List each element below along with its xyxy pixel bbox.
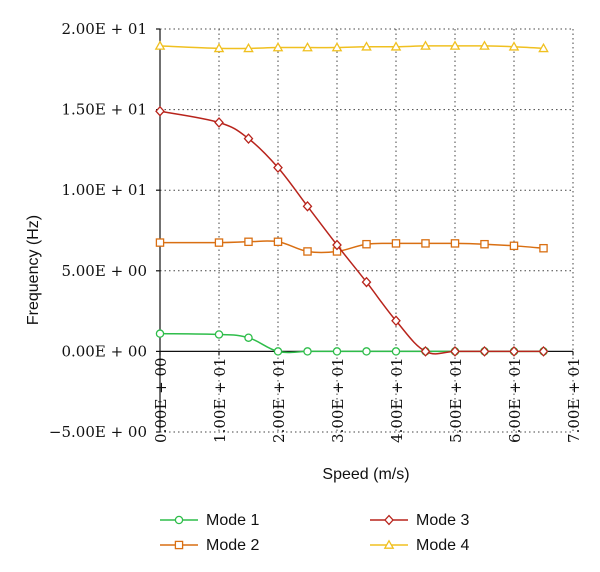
y-tick-label: 2.00E + 01 bbox=[61, 20, 147, 38]
data-point bbox=[303, 347, 312, 356]
legend-marker bbox=[174, 515, 184, 525]
data-point bbox=[421, 239, 430, 248]
y-tick-label: 5.00E + 00 bbox=[61, 262, 147, 280]
legend-label: Mode 4 bbox=[416, 537, 469, 554]
data-point bbox=[362, 239, 371, 249]
legend-marker bbox=[384, 514, 394, 526]
data-point bbox=[420, 40, 431, 50]
data-point bbox=[214, 238, 224, 247]
data-point bbox=[332, 239, 342, 251]
legend: Mode 1 Mode 2 Mode 3 Mode 4 bbox=[160, 512, 469, 554]
data-point bbox=[538, 346, 549, 357]
data-point bbox=[243, 133, 254, 144]
legend-entry-mode-3: Mode 3 bbox=[370, 512, 469, 529]
series-layer bbox=[154, 40, 549, 357]
x-tick-label: 2.00E + 01 bbox=[270, 357, 288, 443]
data-point bbox=[155, 105, 165, 117]
x-tick-label: 6.00E + 01 bbox=[506, 357, 524, 443]
data-point bbox=[273, 347, 283, 356]
data-point bbox=[331, 42, 343, 52]
tick-label-layer: −5.00E + 00 0.00E + 00 5.00E + 00 1.00E + 0… bbox=[49, 20, 583, 443]
legend-marker bbox=[383, 539, 395, 549]
data-point bbox=[391, 239, 401, 248]
data-point bbox=[361, 276, 372, 288]
data-point bbox=[420, 346, 431, 357]
data-point bbox=[214, 330, 224, 339]
series-mode-4 bbox=[154, 40, 549, 53]
data-point bbox=[391, 315, 401, 327]
data-point bbox=[508, 41, 520, 51]
x-tick-label: 0.00E + 00 bbox=[152, 357, 170, 443]
legend-entry-mode-2: Mode 2 bbox=[160, 537, 259, 554]
data-point bbox=[450, 346, 460, 357]
legend-marker bbox=[174, 540, 184, 550]
data-point bbox=[479, 346, 490, 357]
data-point bbox=[214, 117, 224, 128]
data-point bbox=[272, 42, 284, 52]
x-tick-label: 1.00E + 01 bbox=[211, 357, 229, 443]
grid-layer bbox=[160, 28, 574, 433]
data-point bbox=[302, 200, 313, 212]
data-point bbox=[273, 162, 283, 173]
y-tick-label: −5.00E + 00 bbox=[49, 423, 147, 441]
x-tick-label: 7.00E + 01 bbox=[565, 357, 583, 443]
x-tick-label: 5.00E + 01 bbox=[447, 357, 465, 443]
data-point bbox=[362, 347, 371, 356]
data-point bbox=[244, 333, 253, 342]
x-tick-label: 3.00E + 01 bbox=[329, 357, 347, 443]
legend-entry-mode-1: Mode 1 bbox=[160, 512, 259, 529]
series-mode-2 bbox=[155, 237, 548, 256]
y-tick-label: 1.50E + 01 bbox=[61, 101, 147, 119]
data-point bbox=[302, 42, 313, 52]
series-mode-3 bbox=[155, 105, 549, 357]
data-point bbox=[450, 239, 460, 248]
data-point bbox=[213, 42, 225, 53]
legend-entry-mode-4: Mode 4 bbox=[370, 537, 469, 554]
data-point bbox=[361, 41, 372, 51]
data-point bbox=[538, 42, 549, 53]
data-point bbox=[449, 40, 461, 50]
data-point bbox=[479, 40, 490, 50]
data-point bbox=[273, 237, 283, 247]
data-point bbox=[243, 42, 254, 53]
data-point bbox=[480, 239, 489, 249]
y-tick-label: 1.00E + 01 bbox=[61, 181, 147, 199]
y-axis-title: Frequency (Hz) bbox=[25, 215, 42, 325]
data-point bbox=[332, 347, 342, 356]
y-tick-label: 0.00E + 00 bbox=[61, 342, 147, 360]
data-point bbox=[390, 41, 402, 51]
data-point bbox=[244, 237, 253, 247]
data-point bbox=[155, 329, 165, 338]
data-point bbox=[154, 40, 166, 50]
legend-label: Mode 3 bbox=[416, 512, 469, 529]
data-point bbox=[391, 347, 401, 356]
legend-label: Mode 1 bbox=[206, 512, 259, 529]
series-line bbox=[159, 110, 544, 355]
data-point bbox=[155, 238, 165, 247]
data-point bbox=[303, 247, 312, 256]
data-point bbox=[509, 241, 519, 251]
data-point bbox=[539, 243, 548, 253]
x-tick-label: 4.00E + 01 bbox=[388, 357, 406, 443]
x-axis-title: Speed (m/s) bbox=[322, 466, 409, 483]
data-point bbox=[509, 346, 519, 357]
legend-label: Mode 2 bbox=[206, 537, 259, 554]
